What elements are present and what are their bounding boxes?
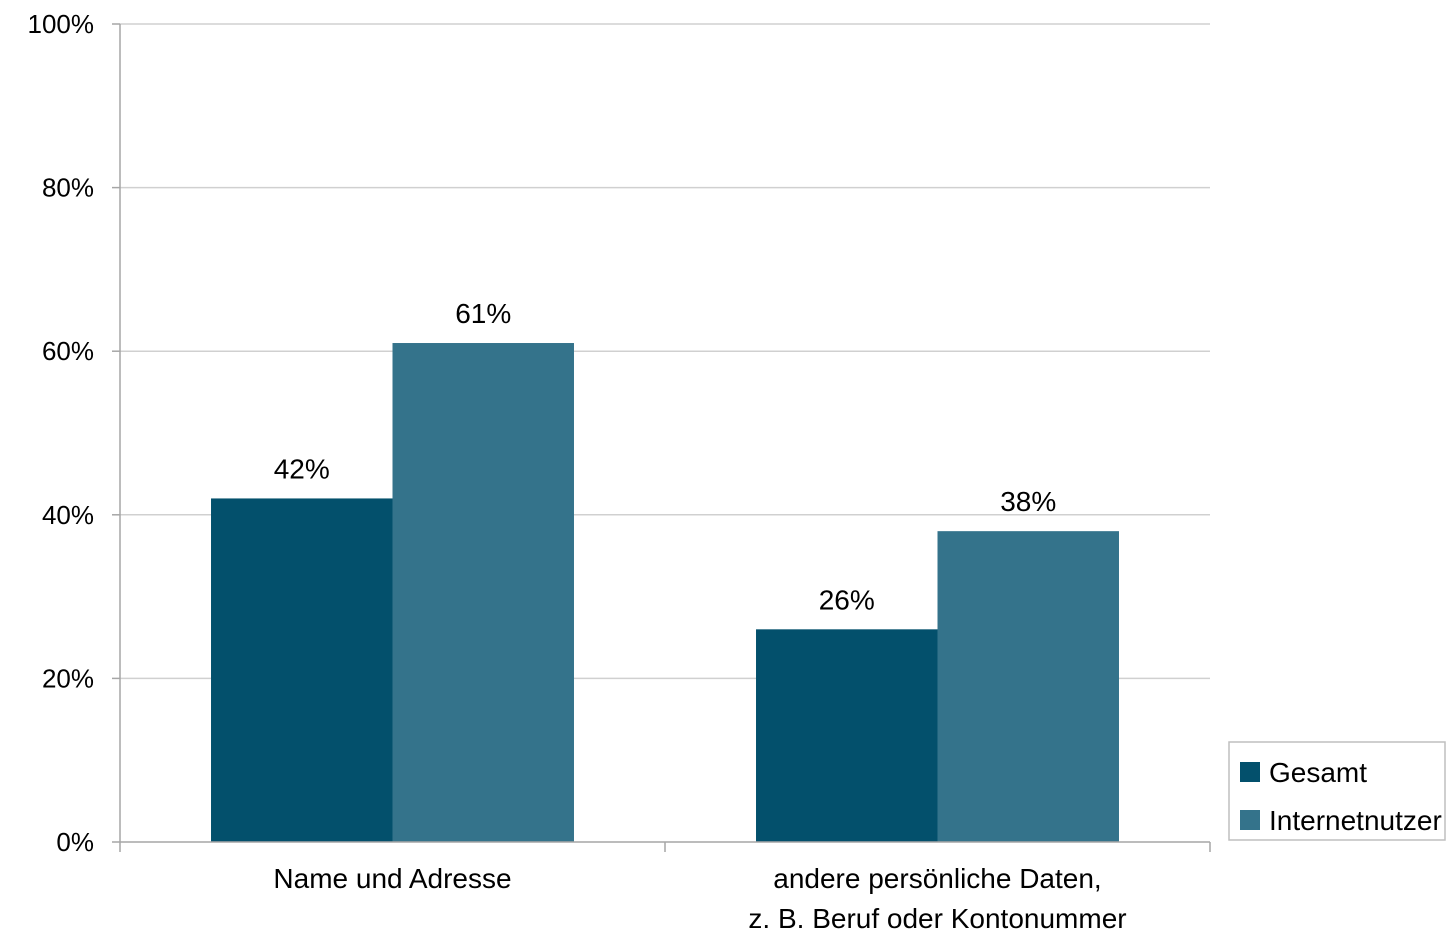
x-category-label: andere persönliche Daten, xyxy=(773,863,1101,894)
axes xyxy=(112,23,1211,852)
legend-swatch xyxy=(1240,810,1260,830)
y-tick-label: 0% xyxy=(56,827,94,857)
bar-internetnutzer-1 xyxy=(392,343,574,842)
bar-internetnutzer-2 xyxy=(937,531,1119,842)
y-tick-label: 60% xyxy=(42,336,94,366)
bars xyxy=(211,343,1119,842)
data-label: 42% xyxy=(274,453,330,484)
legend-label: Gesamt xyxy=(1269,757,1367,788)
data-label: 61% xyxy=(455,298,511,329)
y-tick-label: 20% xyxy=(42,663,94,693)
legend-box xyxy=(1228,741,1446,841)
bar-gesamt-1 xyxy=(211,498,393,842)
y-tick-label: 40% xyxy=(42,500,94,530)
data-label: 38% xyxy=(1000,486,1056,517)
y-tick-label: 80% xyxy=(42,173,94,203)
legend: Gesamt Internetnutzer xyxy=(1228,741,1446,841)
y-tick-label: 100% xyxy=(28,9,95,39)
data-label: 26% xyxy=(819,584,875,615)
bar-gesamt-2 xyxy=(756,629,938,842)
x-category-label: Name und Adresse xyxy=(273,863,511,894)
legend-label: Internetnutzer xyxy=(1269,805,1442,836)
x-category-label: z. B. Beruf oder Kontonummer xyxy=(748,903,1126,933)
legend-swatch xyxy=(1240,762,1260,782)
labels: 0% 20% 40% 60% 80% 100% 42% 61% Name und Adresse… xyxy=(28,9,1127,933)
